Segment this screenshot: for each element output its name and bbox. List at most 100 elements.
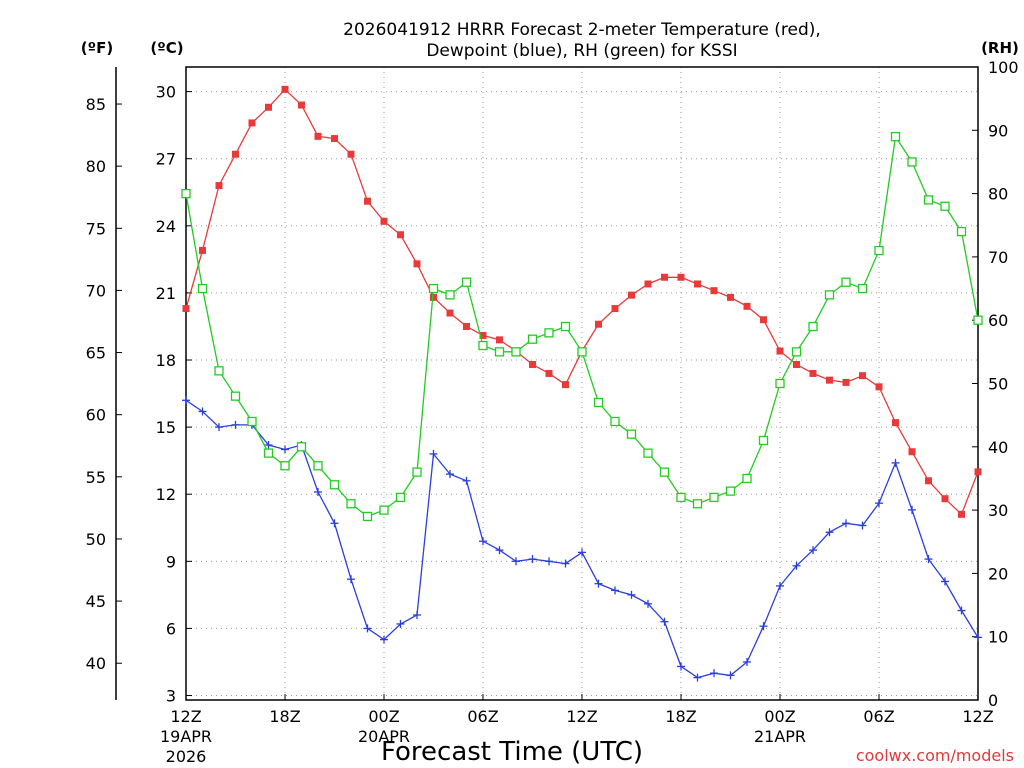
temperature-point <box>958 510 965 518</box>
dewpoint-point <box>231 420 240 429</box>
temperature-point <box>760 316 767 324</box>
celsius-tick-label: 30 <box>156 83 176 102</box>
rh-point <box>758 435 769 446</box>
rh-point <box>527 334 538 344</box>
axes <box>115 66 979 701</box>
rh-point <box>560 321 571 332</box>
dewpoint-point <box>429 449 438 458</box>
rh-point <box>725 486 736 496</box>
rh-point <box>593 397 604 408</box>
temperature-point <box>743 302 751 310</box>
series-dewpoint <box>182 396 982 682</box>
temperature-point <box>364 197 371 205</box>
x-tick-label: 06Z <box>863 707 894 726</box>
tick-labels: 40 45 50 55 60 65 70 75 80 85 3 6 9 12 15 18 21 24 27 30 0 10… <box>86 58 1019 766</box>
celsius-tick-label: 3 <box>166 687 176 706</box>
fahrenheit-tick-label: 65 <box>86 344 106 363</box>
rh-point <box>676 492 686 503</box>
dewpoint-point <box>908 505 916 514</box>
dewpoint-point <box>792 561 801 570</box>
series-line-rh <box>185 134 979 518</box>
celsius-tick-label: 15 <box>156 418 176 437</box>
celsius-tick-label: 24 <box>156 217 176 236</box>
fahrenheit-tick-label: 55 <box>86 468 106 487</box>
rh-tick-label: 100 <box>988 58 1019 77</box>
rh-point <box>247 416 257 427</box>
dewpoint-point <box>759 622 768 631</box>
temperature-point <box>595 320 602 328</box>
rh-point <box>445 290 455 300</box>
temperature-point <box>331 135 338 143</box>
fahrenheit-tick-label: 40 <box>86 654 106 673</box>
rh-tick-label: 60 <box>988 311 1008 330</box>
rh-point <box>709 492 719 503</box>
temperature-point <box>248 119 256 127</box>
dewpoint-point <box>644 599 652 608</box>
dewpoint-point <box>495 546 504 555</box>
fahrenheit-tick-label: 85 <box>86 95 106 114</box>
dewpoint-point <box>776 581 784 590</box>
x-tick-label: 06Z <box>467 707 498 726</box>
temperature-point <box>710 287 718 295</box>
dewpoint-point <box>314 487 322 496</box>
temperature-point <box>809 369 817 377</box>
dewpoint-point <box>264 441 273 450</box>
rh-point <box>940 201 950 211</box>
temperature-point <box>446 309 454 317</box>
dewpoint-point <box>891 458 900 467</box>
rh-tick-label: 30 <box>988 501 1008 520</box>
dewpoint-point <box>611 586 619 595</box>
dewpoint-point <box>198 407 207 416</box>
fahrenheit-tick-label: 50 <box>86 530 106 549</box>
rh-point <box>610 416 620 427</box>
fahrenheit-unit-label: (ºF) <box>81 39 113 57</box>
rh-point <box>544 328 554 338</box>
dewpoint-point <box>875 499 883 508</box>
x-tick-label: 18Z <box>665 707 696 726</box>
rh-point <box>412 467 422 477</box>
dewpoint-point <box>528 555 537 564</box>
temperature-point <box>413 260 421 268</box>
dewpoint-point <box>825 528 834 537</box>
dewpoint-point <box>363 624 372 633</box>
rh-point <box>511 347 521 357</box>
temperature-point <box>677 273 685 281</box>
temperature-point <box>842 378 850 386</box>
fahrenheit-tick-label: 45 <box>86 592 106 611</box>
data-series <box>181 85 983 682</box>
temperature-point <box>298 101 305 109</box>
dewpoint-point <box>726 671 735 680</box>
dewpoint-point <box>809 546 817 555</box>
dewpoint-point <box>413 611 421 620</box>
series-rh <box>181 131 983 522</box>
celsius-tick-label: 27 <box>156 150 176 169</box>
dewpoint-point <box>182 396 190 405</box>
celsius-tick-label: 6 <box>166 619 176 638</box>
x-date-label: 19APR <box>160 727 212 746</box>
temperature-point <box>463 322 470 330</box>
rh-point <box>742 473 752 484</box>
dewpoint-point <box>842 519 850 528</box>
temperature-point <box>908 448 916 456</box>
dewpoint-point <box>462 476 471 485</box>
fahrenheit-tick-label: 70 <box>86 281 106 300</box>
rh-point <box>577 347 587 357</box>
rh-point <box>461 277 472 287</box>
rh-point <box>214 366 224 376</box>
rh-point <box>478 340 488 351</box>
celsius-tick-label: 9 <box>166 552 176 571</box>
rh-point <box>874 245 884 256</box>
dewpoint-point <box>957 606 966 615</box>
rh-point <box>824 290 835 300</box>
x-tick-label: 18Z <box>269 707 300 726</box>
dewpoint-point <box>281 445 289 454</box>
dewpoint-point <box>660 617 669 626</box>
rh-point <box>230 391 241 401</box>
chart-title-line1: 2026041912 HRRR Forecast 2-meter Tempera… <box>343 20 821 40</box>
temperature-point <box>529 360 536 368</box>
temperature-point <box>545 369 553 377</box>
temperature-point <box>925 477 932 485</box>
rh-tick-label: 90 <box>988 121 1008 140</box>
x-tick-label: 12Z <box>566 707 597 726</box>
